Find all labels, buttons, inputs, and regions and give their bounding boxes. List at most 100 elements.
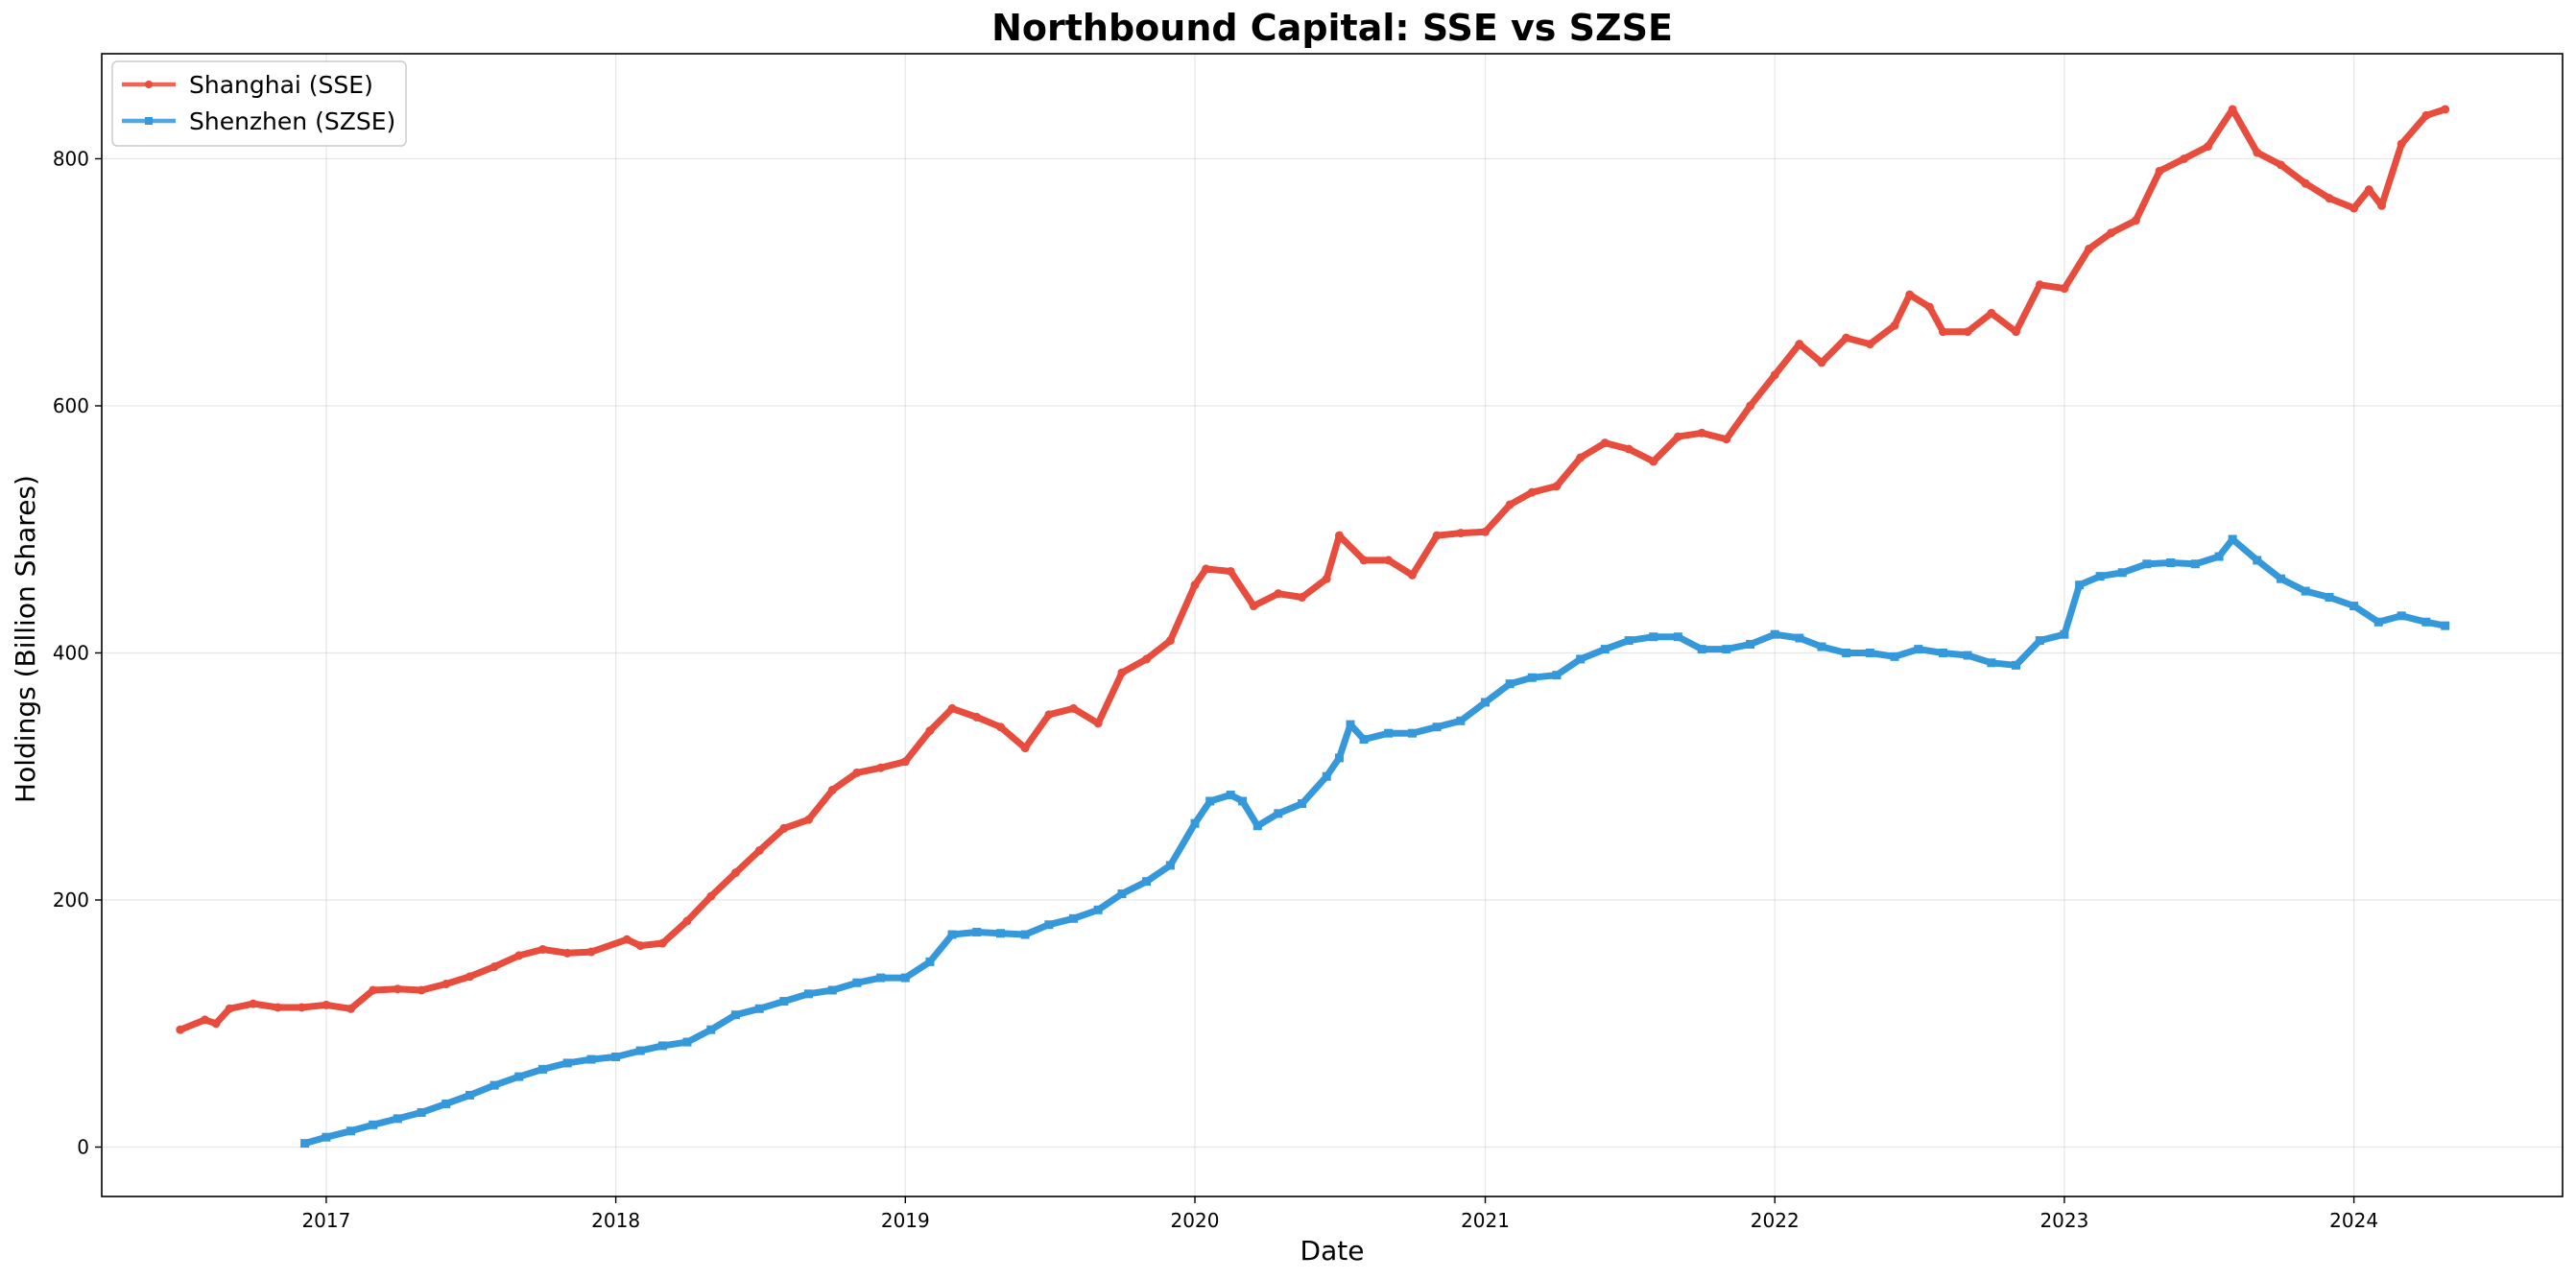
data-point	[706, 1025, 716, 1034]
data-point	[322, 1000, 331, 1009]
data-point	[2253, 556, 2262, 565]
data-point	[2421, 110, 2431, 120]
data-point	[1817, 642, 1826, 651]
grid-lines	[102, 54, 2563, 1196]
data-point	[200, 1015, 209, 1025]
data-point	[2035, 280, 2044, 290]
data-point	[1093, 905, 1103, 914]
data-point	[1963, 651, 1972, 660]
data-point	[1020, 744, 1030, 753]
data-point	[730, 868, 740, 878]
data-point	[2131, 216, 2140, 225]
x-tick-label: 2018	[591, 1209, 640, 1232]
legend-box	[111, 60, 407, 147]
data-point	[417, 1107, 426, 1117]
data-point	[657, 1041, 667, 1051]
data-point	[1407, 728, 1417, 738]
data-point	[1770, 629, 1779, 639]
data-point	[2364, 185, 2373, 195]
data-point	[1905, 290, 1915, 299]
data-point	[754, 845, 764, 855]
data-point	[1238, 796, 1248, 806]
series-shenzhen	[300, 534, 2450, 1149]
data-point	[1190, 580, 1200, 590]
data-point	[1865, 340, 1874, 349]
data-point	[1697, 645, 1706, 654]
data-point	[1576, 654, 1586, 664]
data-point	[1987, 308, 1996, 318]
x-axis-label: Date	[1300, 1235, 1365, 1267]
data-point	[682, 1037, 692, 1047]
data-point	[635, 1046, 645, 1055]
data-point	[925, 726, 935, 736]
data-point	[1274, 809, 1283, 818]
data-point	[947, 930, 957, 939]
y-tick-label: 800	[53, 147, 89, 170]
data-point	[249, 999, 258, 1008]
data-point	[211, 1019, 221, 1029]
data-point	[1117, 668, 1127, 677]
data-point	[852, 978, 862, 987]
data-point	[1322, 574, 1331, 583]
data-point	[1190, 818, 1200, 828]
legend-item-shanghai: Shanghai (SSE)	[122, 71, 373, 99]
data-point	[1165, 861, 1175, 870]
data-point	[2397, 611, 2406, 621]
data-point	[900, 757, 910, 767]
data-point	[2397, 139, 2406, 149]
data-point	[1334, 753, 1344, 763]
data-point	[562, 948, 572, 958]
data-point	[1020, 930, 1030, 939]
data-point	[1963, 327, 1972, 337]
data-point	[2117, 568, 2127, 578]
axis-ticks: 2017 2018 2019 2020 2021 2022 2023 2024 0 200 400 6…	[53, 147, 2378, 1232]
legend-label: Shenzhen (SZSE)	[189, 107, 395, 135]
data-point	[2166, 557, 2176, 567]
data-point	[1697, 428, 1706, 438]
data-point	[346, 1004, 356, 1013]
data-point	[1938, 327, 1947, 337]
data-point	[2441, 105, 2450, 114]
x-tick-label: 2021	[1461, 1209, 1510, 1232]
data-point	[1249, 602, 1258, 611]
data-point	[2277, 574, 2286, 583]
data-point	[2421, 617, 2431, 627]
data-point	[1914, 645, 1923, 654]
data-point	[1432, 722, 1442, 732]
data-point	[1298, 593, 1307, 603]
data-point	[2085, 244, 2094, 253]
data-point	[2060, 284, 2069, 294]
series-shanghai	[176, 105, 2450, 1034]
y-tick-label: 600	[53, 394, 89, 417]
data-point	[1165, 636, 1175, 646]
legend: Shanghai (SSE) Shenzhen (SZSE)	[111, 60, 407, 147]
data-point	[1817, 358, 1826, 367]
data-point	[1770, 370, 1779, 380]
data-point	[1205, 796, 1215, 806]
data-point	[1093, 719, 1103, 728]
data-point	[779, 823, 789, 833]
data-point	[995, 929, 1005, 938]
data-point	[1987, 658, 1996, 668]
data-point	[1924, 302, 1934, 312]
data-point	[2204, 142, 2213, 152]
legend-label: Shanghai (SSE)	[189, 71, 373, 99]
data-point	[1117, 889, 1127, 899]
data-point	[730, 1010, 740, 1020]
data-point	[972, 927, 982, 936]
data-point	[1252, 821, 1262, 831]
chart-title: Northbound Capital: SSE vs SZSE	[991, 7, 1673, 49]
data-point	[586, 947, 596, 957]
x-tick-label: 2017	[301, 1209, 350, 1232]
data-point	[1226, 566, 1235, 576]
data-point	[1527, 673, 1537, 682]
x-tick-label: 2023	[2039, 1209, 2088, 1232]
data-point	[1069, 913, 1079, 923]
data-point	[1795, 633, 1804, 643]
data-point	[925, 957, 935, 966]
data-point	[465, 972, 475, 982]
data-point	[1842, 333, 1851, 343]
data-point	[1890, 651, 1899, 661]
